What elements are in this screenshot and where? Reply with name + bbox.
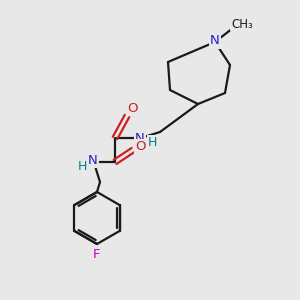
Text: N: N [135, 131, 145, 145]
Text: CH₃: CH₃ [231, 17, 253, 31]
Text: O: O [135, 140, 145, 154]
Text: N: N [88, 154, 98, 166]
Text: O: O [127, 101, 137, 115]
Text: N: N [210, 34, 220, 47]
Text: F: F [93, 248, 101, 262]
Text: H: H [77, 160, 87, 173]
Text: H: H [147, 136, 157, 148]
